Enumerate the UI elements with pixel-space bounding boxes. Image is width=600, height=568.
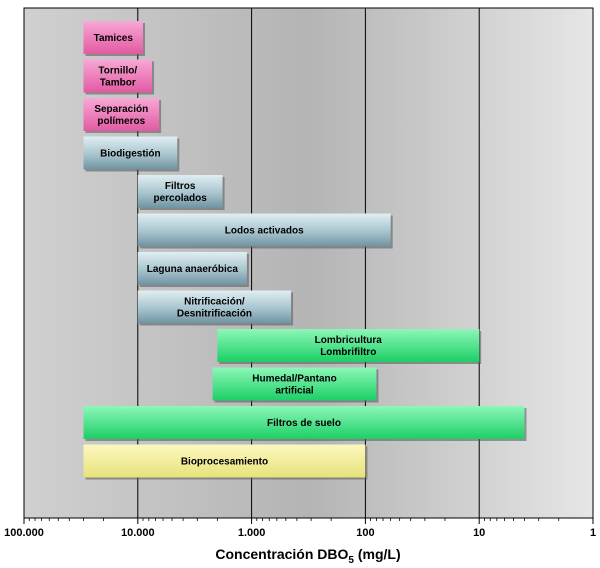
bar-7: Laguna anaeróbica — [137, 252, 249, 287]
bar-fill — [212, 367, 377, 401]
bar-4: Biodigestión — [83, 136, 180, 172]
bars-group: Tamices Tornillo/Tambor Separación polímero… — [83, 21, 527, 480]
x-tick-label: 1.000 — [238, 527, 266, 539]
x-tick-label: 1 — [590, 527, 596, 539]
bar-6: Lodos activados — [137, 213, 393, 249]
x-axis-title: Concentración DBO5 (mg/L) — [215, 546, 400, 566]
bar-fill — [83, 59, 153, 93]
x-tick-label: 100.000 — [4, 527, 44, 539]
bar-label: Separación polímeros — [94, 104, 148, 127]
bar-label: Nitrificación/Desnitrificación — [177, 297, 252, 320]
bar-label: Bioprocesamiento — [181, 457, 268, 468]
bar-fill — [137, 252, 247, 285]
bar-8: Nitrificación/Desnitrificación — [137, 290, 294, 326]
bar-fill — [83, 21, 144, 54]
bar-fill — [83, 406, 525, 439]
bar-label: Lodos activados — [225, 226, 304, 237]
bar-label: Biodigestión — [100, 149, 161, 160]
bar-3: Separación polímeros — [83, 98, 162, 133]
bar-11: Filtros de suelo — [83, 406, 527, 441]
bar-12: Bioprocesamiento — [83, 444, 368, 480]
bar-label: Tamices — [94, 33, 134, 44]
x-axis: 100.000 10.000 1.000 100 10 1 — [4, 518, 596, 539]
bar-fill — [217, 329, 480, 362]
bar-fill — [137, 213, 391, 247]
bar-label: Tornillo/Tambor — [98, 66, 137, 89]
x-tick-label: 10 — [473, 527, 485, 539]
bar-fill — [137, 175, 223, 208]
bar-10: Humedal/Pantano artificial — [212, 367, 379, 403]
bar-label: Filtros de suelo — [267, 418, 341, 429]
bar-fill — [83, 444, 366, 478]
bar-fill — [137, 290, 292, 324]
bar-label: Laguna anaeróbica — [147, 264, 239, 275]
bar-5: Filtros percolados — [137, 175, 225, 210]
bar-2: Tornillo/Tambor — [83, 59, 155, 95]
bar-label: Humedal/Pantano artificial — [252, 374, 336, 397]
bar-fill — [83, 136, 178, 170]
bar-label: Filtros percolados — [153, 181, 207, 204]
plot-frame — [23, 7, 594, 519]
bar-label: Lombricultura Lombrifiltro — [315, 335, 383, 358]
bar-1: Tamices — [83, 21, 146, 56]
bar-9: Lombricultura Lombrifiltro — [217, 329, 482, 364]
x-tick-label: 100 — [356, 527, 374, 539]
bar-fill — [83, 98, 160, 131]
x-tick-label: 10.000 — [121, 527, 155, 539]
